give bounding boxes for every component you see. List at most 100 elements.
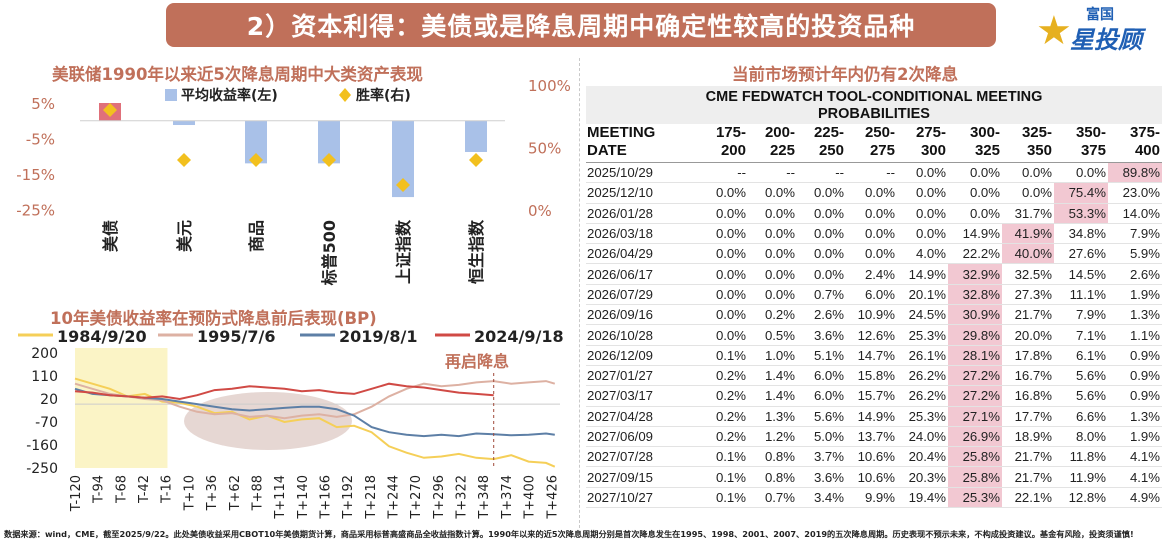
series-line [74, 380, 556, 420]
meeting-date-cell: 2026/10/28 [586, 324, 698, 346]
x-tick-label: 恒生指数 [467, 219, 486, 284]
probability-cell: 11.1% [1054, 284, 1108, 306]
table-title-line1: CME FEDWATCH TOOL-CONDITIONAL MEETING [705, 89, 1043, 105]
meeting-date-cell: 2027/10/27 [586, 487, 698, 509]
probability-cell: 19.4% [897, 487, 948, 509]
probability-cell: 25.8% [948, 446, 1002, 468]
probability-cell: 41.9% [1002, 223, 1054, 245]
table-row: 2027/01/27 0.2% 1.4% 6.0% 15.8% 26.2% 27.2% 16.… [586, 365, 1162, 387]
probability-cell: 0.1% [698, 446, 748, 468]
probability-cell: 31.7% [1002, 203, 1054, 224]
table-title-line2: PROBABILITIES [818, 106, 930, 122]
bar [465, 120, 487, 152]
probability-cell: 21.7% [1002, 446, 1054, 468]
series-line [74, 387, 555, 438]
probability-cell: 0.8% [748, 466, 797, 488]
probability-cell: 0.0% [846, 203, 897, 224]
probability-cell: 26.2% [897, 365, 948, 387]
probability-cell: 25.3% [897, 406, 948, 427]
probability-cell: -- [698, 162, 748, 184]
x-tick-label: T+374 [500, 475, 515, 520]
probability-cell: 28.1% [948, 345, 1002, 366]
probability-cell: 2.4% [846, 263, 897, 285]
probability-cell: 26.1% [897, 345, 948, 366]
probability-cell: 13.7% [846, 426, 897, 448]
probability-cell: 20.0% [1002, 324, 1054, 346]
probability-cell: 1.9% [1108, 284, 1162, 306]
probability-cell: 0.0% [948, 203, 1002, 224]
probability-cell: 1.2% [748, 426, 797, 448]
table-row: 2027/09/15 0.1% 0.8% 3.6% 10.6% 20.3% 25.8% 21.… [586, 466, 1162, 488]
probability-cell: 20.3% [897, 466, 948, 488]
probability-cell: 22.2% [948, 243, 1002, 265]
column-header: MEETING DATE [586, 124, 698, 163]
probability-cell: 89.8% [1108, 162, 1162, 184]
table-row: 2026/07/29 0.0% 0.0% 0.7% 6.0% 20.1% 32.8% 27.3… [586, 284, 1162, 306]
x-tick-label: T-94 [92, 475, 107, 504]
probability-cell: 0.0% [1002, 182, 1054, 204]
probability-cell: 14.9% [897, 263, 948, 285]
table-row: 2027/03/17 0.2% 1.4% 6.0% 15.7% 26.2% 27.2% 16.… [586, 385, 1162, 407]
probability-cell: 25.8% [948, 466, 1002, 488]
column-header: 325- 350 [1002, 124, 1054, 163]
probability-cell: 0.0% [1002, 162, 1054, 184]
brand-logo: ★ 富国 星投顾 [1036, 2, 1160, 56]
probability-cell: 0.0% [698, 284, 748, 306]
legend-series-label: 2024/9/18 [474, 327, 564, 346]
probability-cell: 1.4% [748, 385, 797, 407]
footer-note: 数据来源：wind，CME，截至2025/9/22。此处美债收益采用CBOT10… [4, 529, 1134, 539]
probability-cell: 14.0% [1108, 203, 1162, 224]
table-row: 2026/06/17 0.0% 0.0% 0.0% 2.4% 14.9% 32.9% 32.5… [586, 263, 1162, 285]
probability-cell: 18.9% [1002, 426, 1054, 448]
probability-cell: 0.0% [748, 203, 797, 224]
probability-cell: 8.0% [1054, 426, 1108, 448]
probability-cell: 27.3% [1002, 284, 1054, 306]
x-tick-label: T-42 [137, 475, 152, 504]
meeting-date-cell: 2025/10/29 [586, 162, 698, 184]
table-row: 2027/10/27 0.1% 0.7% 3.4% 9.9% 19.4% 25.3% 22.1… [586, 487, 1162, 509]
probability-cell: 21.7% [1002, 304, 1054, 326]
scatter-point [396, 178, 410, 192]
probability-cell: 1.1% [1108, 324, 1162, 346]
table-row: 2025/12/10 0.0% 0.0% 0.0% 0.0% 0.0% 0.0% 0.0% 75… [586, 182, 1162, 204]
probability-cell: 5.0% [797, 426, 846, 448]
bar [245, 120, 267, 164]
probability-cell: 0.0% [698, 304, 748, 326]
meeting-date-cell: 2026/12/09 [586, 345, 698, 366]
probability-cell: 0.0% [846, 182, 897, 204]
probability-cell: -- [846, 162, 897, 184]
probability-cell: 16.8% [1002, 385, 1054, 407]
probability-cell: 0.9% [1108, 365, 1162, 387]
x-tick-label: 商品 [247, 220, 266, 252]
probability-cell: 0.0% [1054, 162, 1108, 184]
scatter-point [469, 153, 483, 167]
probability-cell: 0.0% [897, 182, 948, 204]
star-icon: ★ [1036, 9, 1072, 53]
probability-cell: 7.9% [1108, 223, 1162, 245]
probability-cell: 5.6% [1054, 385, 1108, 407]
x-tick-label: T+88 [250, 475, 265, 511]
legend-series-label: 1995/7/6 [197, 327, 275, 346]
probability-cell: 0.0% [948, 182, 1002, 204]
probability-cell: 2.6% [1108, 263, 1162, 285]
probability-cell: 32.5% [1002, 263, 1054, 285]
probability-cell: 0.9% [1108, 345, 1162, 366]
probability-cell: 0.0% [897, 162, 948, 184]
y-left-tick-label: -5% [26, 131, 55, 149]
probability-cell: 11.9% [1054, 466, 1108, 488]
probability-cell: 16.7% [1002, 365, 1054, 387]
y-tick-label: -160 [26, 438, 58, 454]
line-chart-title: 10年美债收益率在预防式降息前后表现(BP) [50, 309, 377, 328]
y-left-tick-label: 5% [31, 95, 55, 113]
probability-cell: 0.0% [698, 223, 748, 245]
probability-cell: 27.6% [1054, 243, 1108, 265]
legend-series-label: 2019/8/1 [339, 327, 417, 346]
probability-cell: 17.7% [1002, 406, 1054, 427]
meeting-date-cell: 2027/06/09 [586, 426, 698, 448]
fedwatch-table: CME FEDWATCH TOOL-CONDITIONAL MEETING PR… [586, 86, 1162, 509]
probability-cell: 27.2% [948, 365, 1002, 387]
probability-cell: 53.3% [1054, 203, 1108, 224]
x-tick-label: T+114 [273, 475, 288, 520]
probability-cell: 0.0% [897, 223, 948, 245]
x-tick-label: T-16 [160, 475, 175, 504]
